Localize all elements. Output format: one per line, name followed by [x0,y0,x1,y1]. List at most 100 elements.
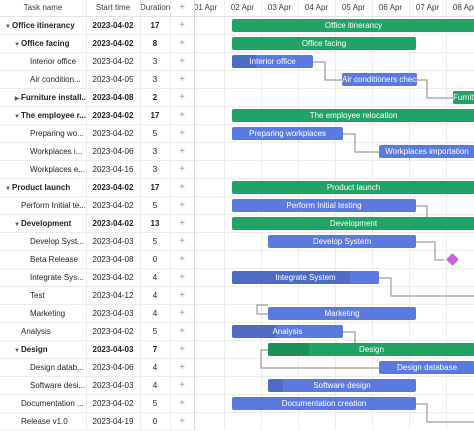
project-bar[interactable]: Product launch [232,181,474,194]
table-row[interactable]: ▼Office itinerancy 2023-04-02 17 + [0,17,194,35]
task-bar[interactable]: Integrate System [232,271,379,284]
task-bar[interactable]: Air conditioners check [342,73,417,86]
task-name-cell[interactable]: Marketing [0,305,86,322]
dependency-link[interactable] [313,61,342,81]
add-subtask-button[interactable]: + [170,71,194,88]
task-bar[interactable]: Design database [379,361,474,374]
add-subtask-button[interactable]: + [170,377,194,394]
chevron-down-icon[interactable]: ▼ [14,348,20,354]
table-row[interactable]: Design datab... 2023-04-06 4 + [0,359,194,377]
task-name-cell[interactable]: Release v1.0 [0,413,86,430]
task-bar[interactable]: Interior office [232,55,313,68]
chevron-down-icon[interactable]: ▼ [14,42,20,48]
add-subtask-button[interactable]: + [170,287,194,304]
task-name-cell[interactable]: Workplaces i... [0,143,86,160]
table-row[interactable]: Documentation ... 2023-04-02 5 + [0,395,194,413]
table-row[interactable]: Develop Syst... 2023-04-03 5 + [0,233,194,251]
add-subtask-button[interactable]: + [170,413,194,430]
task-name-cell[interactable]: ▶ Furniture install... [0,89,86,106]
column-header-duration[interactable]: Duration [140,3,171,12]
dependency-link[interactable] [416,403,474,423]
add-subtask-button[interactable]: + [170,395,194,412]
task-name-cell[interactable]: Perform Initial te... [0,197,86,214]
table-row[interactable]: Interior office 2023-04-02 3 + [0,53,194,71]
table-row[interactable]: Air condition... 2023-04-05 3 + [0,71,194,89]
table-row[interactable]: Release v1.0 2023-04-19 0 + [0,413,194,431]
table-row[interactable]: Preparing wo... 2023-04-02 5 + [0,125,194,143]
task-bar[interactable]: Preparing workplaces [232,127,343,140]
project-bar[interactable]: Furniture installation [453,91,474,104]
task-name-cell[interactable]: Interior office [0,53,86,70]
task-bar[interactable]: Software design [268,379,416,392]
task-name-cell[interactable]: Beta Release [0,251,86,268]
project-bar[interactable]: Office facing [232,37,416,50]
dependency-link[interactable] [343,133,379,153]
chevron-down-icon[interactable]: ▼ [5,186,11,192]
column-header-start-time[interactable]: Start time [95,3,131,12]
dependency-link[interactable] [416,241,444,261]
dependency-link[interactable] [256,304,268,315]
chevron-down-icon[interactable]: ▼ [14,222,20,228]
table-row[interactable]: ▼Development 2023-04-02 13 + [0,215,194,233]
column-header-task-name[interactable]: Task name [23,3,63,12]
add-subtask-button[interactable]: + [170,233,194,250]
table-row[interactable]: ▼Product launch 2023-04-02 17 + [0,179,194,197]
add-subtask-button[interactable]: + [170,125,194,142]
task-name-cell[interactable]: Air condition... [0,71,86,88]
table-row[interactable]: Software desi... 2023-04-03 4 + [0,377,194,395]
add-subtask-button[interactable]: + [170,107,194,124]
task-bar[interactable]: Analysis [232,325,343,338]
task-name-cell[interactable]: Documentation ... [0,395,86,412]
add-subtask-button[interactable]: + [170,305,194,322]
chevron-down-icon[interactable]: ▼ [14,114,20,120]
task-name-cell[interactable]: ▼The employee r... [0,107,86,124]
project-bar[interactable]: Development [232,217,474,230]
dependency-link[interactable] [379,277,474,297]
table-row[interactable]: ▼The employee r... 2023-04-02 17 + [0,107,194,125]
add-subtask-button[interactable]: + [170,197,194,214]
table-row[interactable]: ▼Office facing 2023-04-02 8 + [0,35,194,53]
add-subtask-button[interactable]: + [170,35,194,52]
task-bar[interactable]: Develop System [268,235,416,248]
project-bar[interactable]: Design [268,343,474,356]
chevron-down-icon[interactable]: ▼ [5,24,11,30]
add-subtask-button[interactable]: + [170,53,194,70]
add-task-header-button[interactable]: + [170,0,194,16]
add-subtask-button[interactable]: + [170,161,194,178]
dependency-link[interactable] [417,79,453,99]
add-subtask-button[interactable]: + [170,323,194,340]
table-row[interactable]: Workplaces e... 2023-04-16 3 + [0,161,194,179]
task-name-cell[interactable]: Develop Syst... [0,233,86,250]
table-row[interactable]: Workplaces i... 2023-04-06 3 + [0,143,194,161]
table-row[interactable]: Test 2023-04-12 4 + [0,287,194,305]
add-subtask-button[interactable]: + [170,89,194,106]
task-bar[interactable]: Documentation creation [232,397,416,410]
task-name-cell[interactable]: Integrate Sys... [0,269,86,286]
add-subtask-button[interactable]: + [170,359,194,376]
task-name-cell[interactable]: Design datab... [0,359,86,376]
add-subtask-button[interactable]: + [170,215,194,232]
task-name-cell[interactable]: ▼Design [0,341,86,358]
table-row[interactable]: Marketing 2023-04-03 4 + [0,305,194,323]
add-subtask-button[interactable]: + [170,269,194,286]
task-name-cell[interactable]: ▼Office facing [0,35,86,52]
task-name-cell[interactable]: Preparing wo... [0,125,86,142]
table-row[interactable]: ▼Design 2023-04-03 7 + [0,341,194,359]
chevron-right-icon[interactable]: ▶ [14,96,20,102]
table-row[interactable]: Integrate Sys... 2023-04-02 4 + [0,269,194,287]
task-name-cell[interactable]: Workplaces e... [0,161,86,178]
task-name-cell[interactable]: Software desi... [0,377,86,394]
add-subtask-button[interactable]: + [170,17,194,34]
table-row[interactable]: Beta Release 2023-04-08 0 + [0,251,194,269]
add-subtask-button[interactable]: + [170,143,194,160]
task-bar[interactable]: Perform Initial testing [232,199,416,212]
dependency-link[interactable] [260,349,379,369]
add-subtask-button[interactable]: + [170,251,194,268]
task-name-cell[interactable]: Test [0,287,86,304]
task-name-cell[interactable]: ▼Development [0,215,86,232]
add-subtask-button[interactable]: + [170,341,194,358]
task-name-cell[interactable]: Analysis [0,323,86,340]
task-bar[interactable]: Workplaces importation [379,145,474,158]
task-bar[interactable]: Marketing [268,307,416,320]
add-subtask-button[interactable]: + [170,179,194,196]
